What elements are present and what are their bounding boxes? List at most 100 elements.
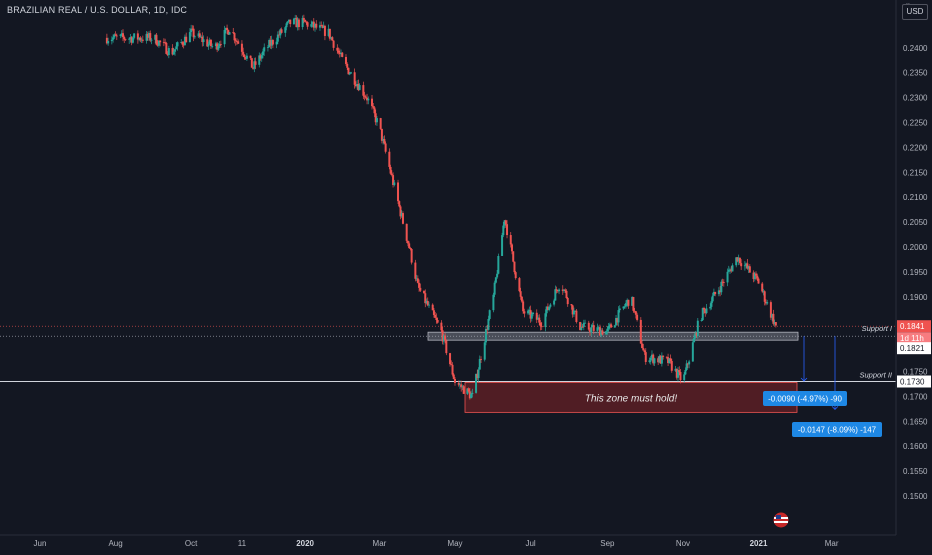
- candle-body: [436, 320, 439, 323]
- candle-body: [209, 39, 212, 47]
- candle-body: [366, 97, 369, 101]
- measure-2-label: -0.0147 (-8.09%) -147: [798, 426, 877, 435]
- candle-body: [532, 312, 535, 315]
- candle-body: [148, 33, 151, 38]
- chevron-down-icon[interactable]: ⌄: [905, 0, 911, 7]
- time-axis[interactable]: [0, 535, 896, 550]
- support-2-tag-bg: [897, 375, 931, 388]
- y-tick-label: 0.2300: [903, 94, 928, 103]
- candle-body: [107, 41, 110, 44]
- candle-body: [636, 314, 639, 320]
- candle-body: [592, 325, 595, 331]
- candle-body: [705, 308, 708, 314]
- candle-body: [757, 278, 760, 284]
- candle-body: [467, 388, 470, 392]
- candle-body: [492, 294, 495, 311]
- candle-body: [139, 37, 142, 41]
- candle-body: [165, 43, 168, 54]
- candle-body: [579, 321, 582, 330]
- candle-body: [502, 225, 505, 236]
- y-tick-label: 0.1650: [903, 417, 928, 426]
- hold-zone-box[interactable]: [464, 382, 798, 413]
- candle-body: [477, 369, 480, 379]
- candle-body: [263, 47, 266, 52]
- candle-body: [432, 310, 435, 315]
- candle-body: [138, 37, 141, 40]
- candle-body: [141, 39, 144, 41]
- candle-body: [336, 47, 339, 51]
- candle-body: [696, 320, 699, 336]
- candle-body: [631, 297, 634, 306]
- candle-body: [457, 382, 460, 385]
- candle-body: [712, 291, 715, 296]
- candle-body: [667, 357, 670, 364]
- candle-body: [510, 244, 513, 252]
- currency-button[interactable]: USD: [902, 4, 928, 20]
- candle-body: [176, 42, 179, 47]
- candle-body: [216, 43, 219, 50]
- candle-body: [328, 28, 331, 39]
- candle-body: [226, 27, 229, 31]
- candle-body: [338, 52, 341, 55]
- candle-body: [743, 265, 746, 267]
- candle-body: [605, 331, 608, 335]
- y-tick-label: 0.1900: [903, 293, 928, 302]
- candle-body: [223, 30, 226, 45]
- candles-group: [105, 14, 777, 400]
- candle-body: [129, 37, 132, 39]
- flag-icon[interactable]: [770, 512, 792, 528]
- candle-body: [154, 34, 157, 40]
- candle-body: [332, 40, 335, 48]
- candle-body: [454, 378, 456, 383]
- measure-1-label: -0.0090 (-4.97%) -90: [768, 395, 842, 404]
- current-price-tag-bg: [897, 320, 931, 333]
- y-tick-label: 0.1950: [903, 268, 928, 277]
- candle-body: [207, 43, 210, 47]
- candle-body: [113, 34, 116, 38]
- x-tick-label: Jun: [34, 539, 47, 548]
- candle-body: [598, 327, 601, 336]
- candle-body: [486, 329, 489, 330]
- candle-body: [279, 29, 282, 36]
- candle-body: [416, 278, 419, 283]
- candle-body: [182, 44, 185, 46]
- y-tick-label: 0.2200: [903, 143, 928, 152]
- y-tick-label: 0.1700: [903, 392, 928, 401]
- candle-body: [344, 56, 347, 64]
- candle-body: [496, 273, 499, 278]
- candle-body: [442, 335, 445, 342]
- candle-body: [211, 46, 214, 47]
- candle-body: [296, 19, 299, 28]
- y-tick-label: 0.2250: [903, 119, 928, 128]
- candle-body: [556, 290, 559, 292]
- candle-body: [530, 314, 533, 319]
- candle-body: [363, 95, 366, 97]
- candle-body: [318, 25, 321, 28]
- candle-body: [748, 266, 751, 273]
- candle-body: [539, 322, 542, 327]
- candle-body: [311, 21, 314, 25]
- candle-body: [410, 249, 413, 263]
- candle-body: [192, 28, 195, 38]
- support-2-label: Support II: [859, 371, 892, 380]
- candle-body: [183, 36, 186, 46]
- measure-1-label-box[interactable]: [763, 391, 847, 406]
- candle-body: [228, 32, 231, 35]
- candle-body: [643, 350, 646, 353]
- candle-body: [701, 308, 704, 320]
- candle-body: [649, 357, 652, 361]
- candle-body: [440, 322, 443, 331]
- candle-body: [563, 289, 566, 291]
- candle-body: [537, 317, 539, 320]
- candle-body: [227, 30, 230, 35]
- price-axis[interactable]: [896, 0, 932, 550]
- candle-body: [270, 39, 273, 46]
- candle-body: [123, 37, 126, 40]
- candle-body: [357, 84, 360, 91]
- candle-body: [364, 96, 367, 98]
- candle-body: [519, 291, 522, 297]
- measure-2-label-box[interactable]: [792, 422, 882, 437]
- candle-body: [642, 348, 645, 351]
